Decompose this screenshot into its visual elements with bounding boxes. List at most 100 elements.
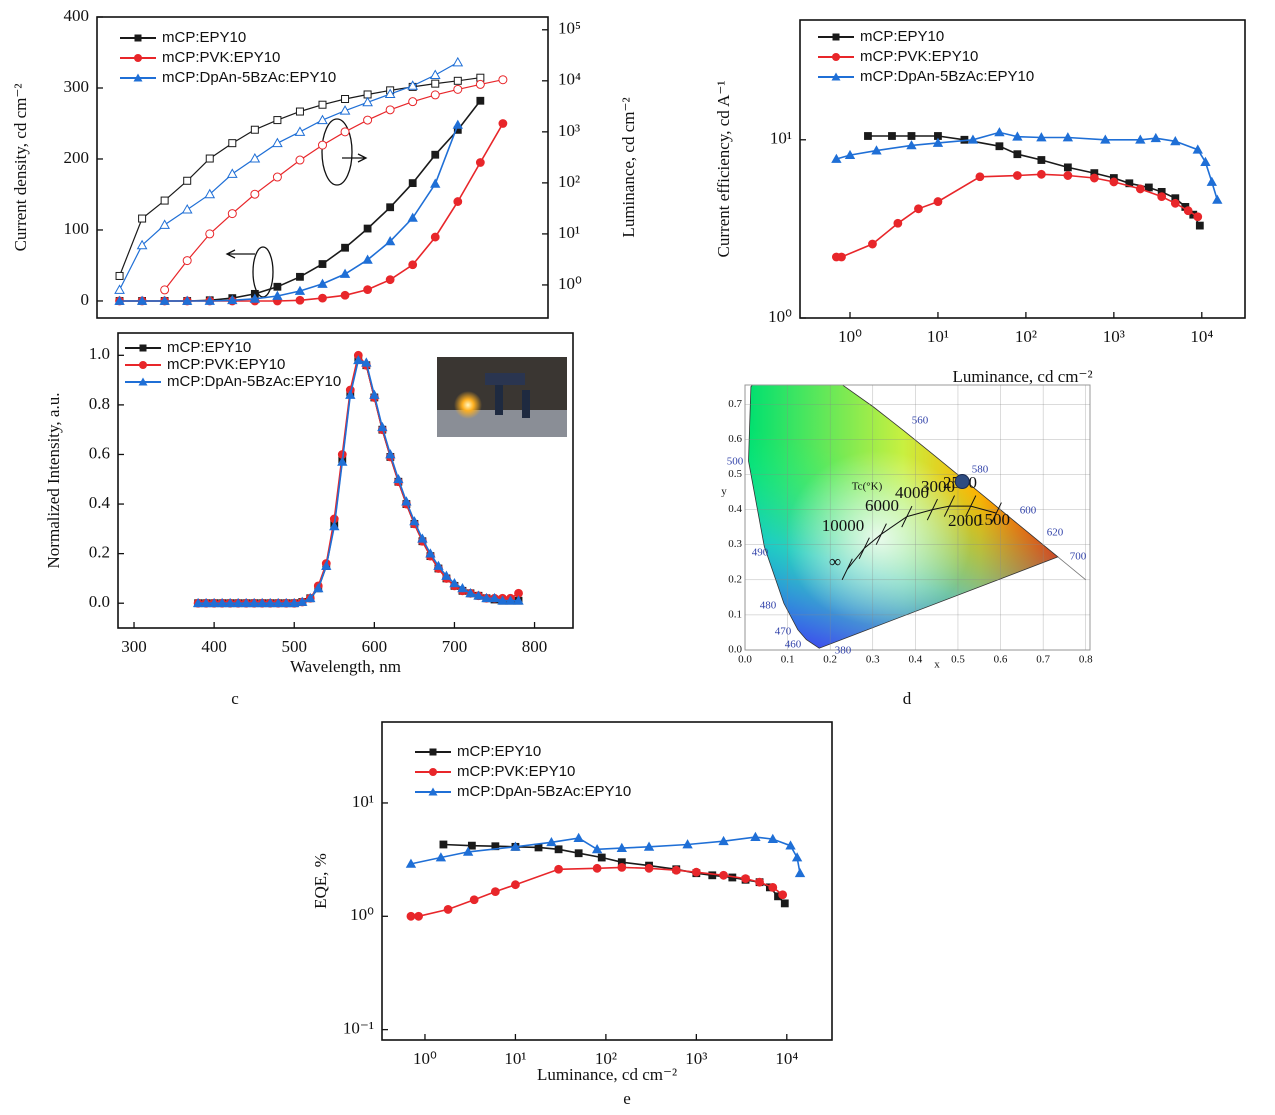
marker — [785, 840, 796, 850]
marker — [435, 852, 447, 862]
marker — [295, 107, 304, 116]
x-tick-label: 0.7 — [1036, 654, 1050, 666]
marker — [384, 236, 396, 246]
wavelength-label: 560 — [912, 415, 929, 427]
x-tick-label: 10¹ — [927, 327, 949, 346]
temperature-label: 10000 — [822, 516, 865, 535]
legend-label: mCP:EPY10 — [457, 743, 541, 760]
marker — [363, 285, 373, 295]
marker — [205, 229, 215, 239]
x-tick-label: 400 — [201, 637, 227, 656]
marker — [1037, 156, 1046, 164]
marker — [1036, 132, 1047, 142]
y-tick-label: 0.5 — [728, 468, 742, 480]
marker — [353, 354, 364, 365]
y-axis-label: Current density, cd cm⁻² — [11, 84, 30, 252]
legend-marker — [139, 344, 147, 352]
marker — [914, 204, 923, 214]
y2-tick-label: 10¹ — [558, 223, 580, 242]
marker — [439, 840, 448, 849]
marker — [273, 597, 284, 608]
legend-marker — [832, 33, 840, 41]
iso-temp-line — [943, 495, 956, 517]
iso-temp-line — [841, 558, 853, 581]
marker — [511, 880, 520, 890]
marker — [794, 867, 806, 878]
marker — [159, 219, 171, 229]
marker — [204, 188, 216, 199]
y-tick-label: 0.4 — [89, 493, 111, 512]
legend-label: mCP:PVK:EPY10 — [457, 763, 575, 780]
wavelength-label: 460 — [785, 639, 802, 651]
marker — [592, 863, 602, 873]
marker — [457, 583, 468, 593]
marker — [227, 294, 238, 305]
marker — [295, 295, 305, 305]
marker — [250, 125, 259, 134]
marker — [339, 105, 351, 115]
marker — [888, 132, 896, 140]
marker — [1206, 176, 1217, 186]
marker — [719, 870, 728, 880]
x-tick-label: 0.6 — [994, 654, 1008, 666]
marker — [408, 260, 418, 270]
y2-tick-label: 10⁰ — [558, 274, 582, 293]
marker — [452, 56, 464, 67]
marker — [1036, 169, 1046, 179]
marker — [481, 592, 492, 603]
marker — [995, 142, 1004, 151]
legend-marker — [134, 54, 142, 62]
legend-label: mCP:DpAn-5BzAc:EPY10 — [167, 373, 341, 390]
marker — [115, 271, 124, 280]
marker — [272, 137, 283, 148]
legend-label: mCP:EPY10 — [860, 28, 944, 45]
marker — [469, 895, 479, 905]
marker — [1150, 132, 1161, 143]
x-tick-label: 0.8 — [1079, 654, 1093, 666]
marker — [441, 570, 452, 580]
legend-label: mCP:EPY10 — [162, 29, 246, 46]
marker — [767, 833, 778, 843]
gamut — [748, 385, 1059, 649]
marker — [240, 597, 252, 608]
marker — [369, 389, 380, 399]
legend-marker — [138, 377, 148, 386]
legend-label: mCP:DpAn-5BzAc:EPY10 — [162, 69, 336, 86]
marker — [906, 140, 917, 150]
marker — [750, 831, 761, 841]
marker — [791, 852, 803, 862]
marker — [546, 836, 557, 847]
legend-label: mCP:DpAn-5BzAc:EPY10 — [860, 68, 1034, 85]
iso-temp-line — [901, 505, 913, 528]
marker — [385, 449, 396, 459]
marker — [159, 295, 170, 305]
marker — [318, 100, 327, 109]
marker — [430, 178, 441, 188]
legend-marker — [134, 34, 142, 42]
x-tick-label: 10³ — [1103, 327, 1125, 346]
marker — [574, 849, 583, 858]
marker — [1157, 192, 1167, 201]
marker — [1012, 171, 1022, 180]
marker — [431, 79, 440, 88]
marker — [340, 127, 350, 137]
marker — [475, 79, 485, 89]
marker — [407, 80, 419, 90]
wavelength-label: 500 — [727, 456, 744, 468]
marker — [505, 595, 516, 605]
y-tick-label: 0 — [81, 290, 90, 309]
series-line — [118, 61, 459, 291]
y-tick-label: 0.6 — [89, 443, 110, 462]
y-axis-label: y — [721, 486, 727, 498]
x-tick-label: 300 — [121, 637, 147, 656]
marker — [1144, 183, 1153, 192]
marker — [617, 863, 627, 872]
marker — [1013, 150, 1022, 159]
x-tick-label: 0.5 — [951, 654, 965, 666]
marker — [386, 203, 395, 212]
marker — [272, 290, 283, 300]
plot-frame — [381, 721, 833, 1041]
marker — [385, 275, 395, 285]
marker — [114, 284, 125, 294]
temperature-label: 2000 — [948, 511, 982, 530]
